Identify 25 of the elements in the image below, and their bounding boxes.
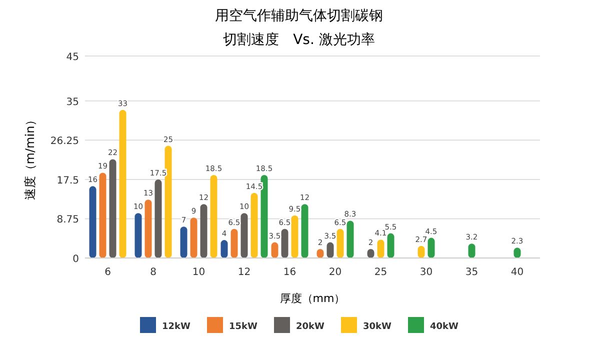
x-tick-label: 16 (283, 267, 296, 278)
chart-subtitle: 切割速度 Vs. 激光功率 (223, 32, 375, 48)
x-tick-label: 12 (238, 267, 251, 278)
x-tick-label: 10 (192, 267, 206, 278)
chart-title: 用空气作辅助气体切割碳钢 (215, 8, 383, 24)
x-tick-label: 30 (420, 267, 433, 278)
x-tick-label: 25 (374, 267, 388, 278)
x-axis-title: 厚度（mm） (280, 292, 346, 305)
y-tick-label: 17.5 (56, 175, 79, 186)
y-tick-label: 0 (72, 254, 79, 265)
x-tick-label: 6 (104, 267, 111, 278)
x-tick-label: 35 (465, 267, 478, 278)
legend-label: 40kW (430, 322, 459, 332)
x-tick-label: 40 (510, 267, 524, 278)
x-tick-label: 8 (150, 267, 156, 278)
legend-label: 20kW (296, 322, 325, 332)
y-tick-label: 45 (66, 52, 79, 63)
legend-label: 15kW (229, 322, 258, 332)
y-tick-label: 8.75 (56, 214, 79, 226)
y-tick-label: 35 (66, 96, 79, 108)
x-tick-label: 20 (328, 267, 342, 278)
legend-label: 30kW (363, 322, 392, 332)
y-tick-label: 26.25 (50, 136, 79, 148)
y-axis-title: 速度（m/min） (23, 114, 37, 200)
legend-label: 12kW (162, 322, 191, 332)
